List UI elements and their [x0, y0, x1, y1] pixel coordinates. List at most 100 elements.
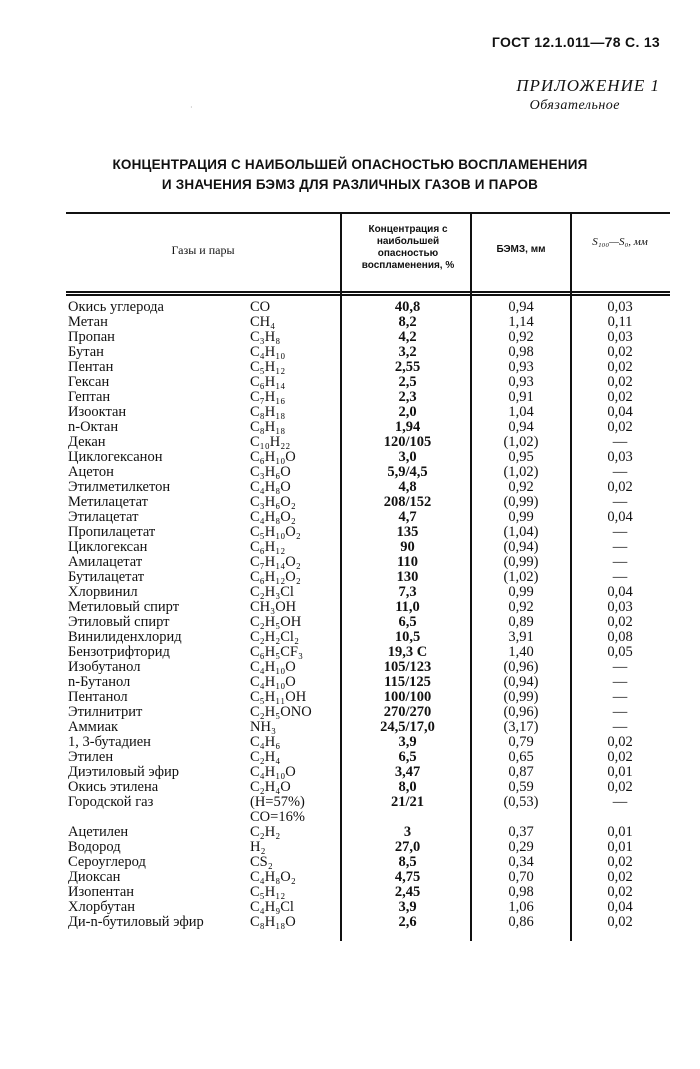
bemz-value: (0,99) [503, 494, 539, 510]
concentration-value: 105/123 [383, 659, 432, 675]
bemz-value: 0,99 [508, 584, 534, 600]
concentration-value: 1,94 [394, 419, 421, 435]
chemical-formula: CS₂ [250, 854, 273, 870]
gas-name: Изопентан [68, 884, 135, 900]
bemz-value: 1,40 [508, 644, 534, 660]
s-difference-value: 0,03 [607, 329, 633, 345]
s-difference-value: 0,02 [607, 479, 633, 495]
s-difference-value: 0,04 [607, 584, 633, 600]
concentration-value: 2,5 [398, 374, 417, 390]
s-difference-value: — [612, 719, 628, 735]
gas-name: Хлорвинил [68, 584, 138, 600]
concentration-value: 6,5 [398, 749, 417, 765]
bemz-value: 0,93 [508, 359, 534, 375]
concentration-value: 5,9/4,5 [387, 464, 428, 480]
concentration-value: 40,8 [394, 299, 421, 315]
table-row: Пентан C₅H₁₂ 2,55 0,93 0,02 [0, 360, 700, 375]
bemz-value: 0,94 [508, 419, 534, 435]
concentration-value: 270/270 [383, 704, 432, 720]
s-difference-value: — [612, 434, 628, 450]
bemz-value: 0,29 [508, 839, 534, 855]
table-row: Пентанол C₅H₁₁OH 100/100 (0,99) — [0, 690, 700, 705]
table-row: Ацетилен C₂H₂ 3 0,37 0,01 [0, 825, 700, 840]
gas-name: Винилиденхлорид [68, 629, 182, 645]
concentration-value: 3,0 [398, 449, 417, 465]
bemz-value: (1,02) [503, 464, 539, 480]
table-row: Циклогексанон C₆H₁₀O 3,0 0,95 0,03 [0, 450, 700, 465]
gas-name: Пропилацетат [68, 524, 156, 540]
appendix-status: Обязательное [529, 98, 620, 113]
concentration-value: 3,9 [398, 899, 417, 915]
s-difference-value: 0,02 [607, 344, 633, 360]
bemz-value: 0,92 [508, 599, 534, 615]
gas-name: Гексан [68, 374, 110, 390]
bemz-value: (0,96) [503, 704, 539, 720]
chemical-formula: C₂H₃Cl [250, 584, 294, 600]
table-row: Амилацетат C₇H₁₄O₂ 110 (0,99) — [0, 555, 700, 570]
gas-name: Городской газ [68, 794, 154, 810]
chemical-formula: CH₄ [250, 314, 276, 330]
bemz-value: (0,94) [503, 539, 539, 555]
chemical-formula: C₆H₁₂ [250, 539, 286, 555]
bemz-value: 0,99 [508, 509, 534, 525]
table-body: Окись углерода CO 40,8 0,94 0,03 Метан CH₄ 8,2 1… [0, 300, 700, 930]
s-difference-value: 0,04 [607, 509, 633, 525]
chemical-formula: C₂H₂Cl₂ [250, 629, 300, 645]
concentration-value: 21/21 [390, 794, 425, 810]
table-row: Пропилацетат C₅H₁₀O₂ 135 (1,04) — [0, 525, 700, 540]
bemz-value: (3,17) [503, 719, 539, 735]
concentration-value: 4,7 [398, 509, 417, 525]
bemz-value: 1,06 [508, 899, 534, 915]
concentration-value: 3 [403, 824, 412, 840]
table-row: Этилен C₂H₄ 6,5 0,65 0,02 [0, 750, 700, 765]
gas-name: Бутан [68, 344, 104, 360]
gas-name: Хлорбутан [68, 899, 135, 915]
gas-name: Водород [68, 839, 121, 855]
table-row: Изопентан C₅H₁₂ 2,45 0,98 0,02 [0, 885, 700, 900]
gas-name: Этилнитрит [68, 704, 143, 720]
s-difference-value: 0,02 [607, 614, 633, 630]
chemical-formula: C₅H₁₂ [250, 884, 286, 900]
bemz-value: 0,98 [508, 344, 534, 360]
table-row: Бутилацетат C₆H₁₂O₂ 130 (1,02) — [0, 570, 700, 585]
table-row: Пропан C₃H₈ 4,2 0,92 0,03 [0, 330, 700, 345]
s-difference-value: — [612, 794, 628, 810]
bemz-value: 3,91 [508, 629, 534, 645]
concentration-value: 10,5 [394, 629, 421, 645]
table-row: Гексан C₆H₁₄ 2,5 0,93 0,02 [0, 375, 700, 390]
chemical-formula: C₇H₁₄O₂ [250, 554, 301, 570]
bemz-value: 0,86 [508, 914, 534, 930]
chemical-formula: C₆H₁₂O₂ [250, 569, 301, 585]
chemical-formula: C₃H₆O [250, 464, 291, 480]
concentration-value: 90 [400, 539, 415, 555]
chemical-formula: C₈H₁₈ [250, 404, 286, 420]
gas-name: Изобутанол [68, 659, 141, 675]
table-row: Циклогексан C₆H₁₂ 90 (0,94) — [0, 540, 700, 555]
gas-name: Этиловый спирт [68, 614, 170, 630]
concentration-value: 7,3 [398, 584, 417, 600]
bemz-value: (0,99) [503, 689, 539, 705]
header-rule-double [66, 294, 670, 296]
chemical-formula: C₈H₁₈ [250, 419, 286, 435]
concentration-value: 8,5 [398, 854, 417, 870]
concentration-value: 8,2 [398, 314, 417, 330]
table-title-line-2: И ЗНАЧЕНИЯ БЭМЗ ДЛЯ РАЗЛИЧНЫХ ГАЗОВ И ПА… [161, 177, 539, 192]
bemz-value: 0,92 [508, 479, 534, 495]
chemical-formula: C₄H₁₀O [250, 659, 296, 675]
chemical-formula: C₄H₁₀ [250, 344, 286, 360]
s-difference-value: 0,02 [607, 389, 633, 405]
concentration-value: 4,75 [394, 869, 421, 885]
chemical-formula: C₂H₄O [250, 779, 291, 795]
bemz-value: 0,92 [508, 329, 534, 345]
bemz-value: 0,59 [508, 779, 534, 795]
gas-name: n-Бутанол [68, 674, 131, 690]
concentration-value: 19,3 C [387, 644, 428, 660]
bemz-value: 0,95 [508, 449, 534, 465]
s-difference-value: 0,02 [607, 854, 633, 870]
concentration-value: 2,3 [398, 389, 417, 405]
gas-name: Гептан [68, 389, 111, 405]
bemz-value: 0,94 [508, 299, 534, 315]
table-title-line-1: КОНЦЕНТРАЦИЯ С НАИБОЛЬШЕЙ ОПАСНОСТЬЮ ВОС… [112, 157, 588, 172]
table-row: Декан C₁₀H₂₂ 120/105 (1,02) — [0, 435, 700, 450]
appendix-label: ПРИЛОЖЕНИЕ 1 [516, 76, 660, 95]
